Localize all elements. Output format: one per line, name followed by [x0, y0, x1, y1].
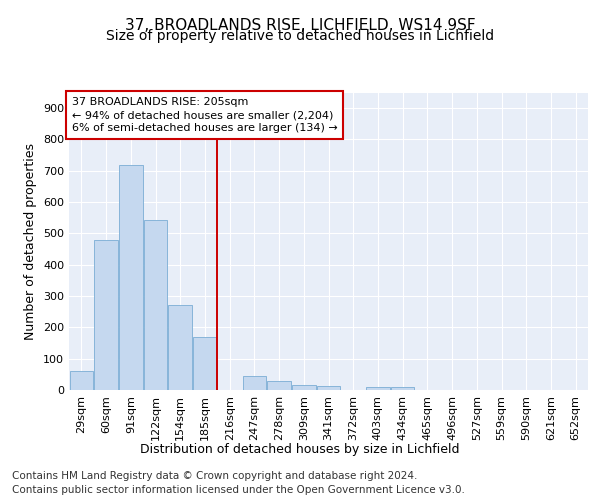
Bar	[70, 370, 93, 390]
Y-axis label: Number of detached properties: Number of detached properties	[25, 143, 37, 340]
Text: 37, BROADLANDS RISE, LICHFIELD, WS14 9SF: 37, BROADLANDS RISE, LICHFIELD, WS14 9SF	[125, 18, 475, 32]
Text: 37 BROADLANDS RISE: 205sqm
← 94% of detached houses are smaller (2,204)
6% of se: 37 BROADLANDS RISE: 205sqm ← 94% of deta…	[71, 97, 337, 134]
Text: Contains public sector information licensed under the Open Government Licence v3: Contains public sector information licen…	[12, 485, 465, 495]
Bar	[317, 386, 340, 390]
Bar	[119, 164, 143, 390]
Bar	[144, 220, 167, 390]
Bar	[94, 240, 118, 390]
Bar	[292, 385, 316, 390]
Text: Size of property relative to detached houses in Lichfield: Size of property relative to detached ho…	[106, 29, 494, 43]
Bar	[366, 388, 389, 390]
Bar	[391, 388, 415, 390]
Text: Distribution of detached houses by size in Lichfield: Distribution of detached houses by size …	[140, 442, 460, 456]
Bar	[268, 380, 291, 390]
Bar	[242, 376, 266, 390]
Bar	[169, 306, 192, 390]
Text: Contains HM Land Registry data © Crown copyright and database right 2024.: Contains HM Land Registry data © Crown c…	[12, 471, 418, 481]
Bar	[193, 337, 217, 390]
